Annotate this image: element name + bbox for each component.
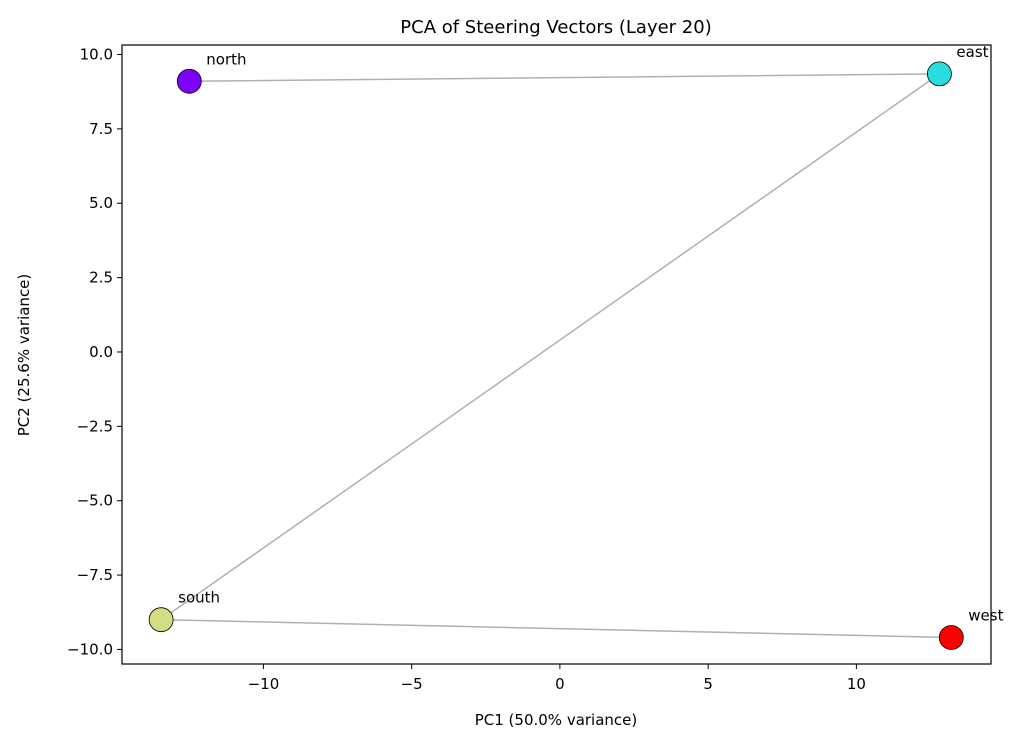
x-tick-label: 0 <box>555 675 565 693</box>
point-west <box>938 625 964 650</box>
y-tick-label: 2.5 <box>89 269 113 287</box>
y-tick-label: 0.0 <box>89 343 113 361</box>
y-tick-label: 10.0 <box>80 46 113 64</box>
x-axis-label: PC1 (50.0% variance) <box>475 711 638 729</box>
y-axis-label: PC2 (25.6% variance) <box>15 274 33 437</box>
connecting-line <box>158 73 952 639</box>
y-tick-label: −2.5 <box>77 417 113 435</box>
point-label-north: north <box>206 50 246 68</box>
y-tick-label: −10.0 <box>67 640 113 658</box>
point-north <box>176 68 202 94</box>
chart-title: PCA of Steering Vectors (Layer 20) <box>400 17 711 38</box>
y-tick-label: 5.0 <box>89 194 113 212</box>
point-south <box>148 607 174 633</box>
y-tick-label: −7.5 <box>77 566 113 584</box>
plot-frame <box>121 44 992 665</box>
point-label-south: south <box>178 589 220 607</box>
x-tick-label: −5 <box>401 675 423 693</box>
x-tick-label: 10 <box>847 675 866 693</box>
point-label-east: east <box>956 43 988 61</box>
y-tick-label: −5.0 <box>77 492 113 510</box>
y-tick-label: 7.5 <box>89 120 113 138</box>
point-east <box>927 61 952 87</box>
point-label-west: west <box>968 607 1003 625</box>
x-tick-label: −10 <box>248 675 280 693</box>
x-tick-label: 5 <box>703 675 713 693</box>
